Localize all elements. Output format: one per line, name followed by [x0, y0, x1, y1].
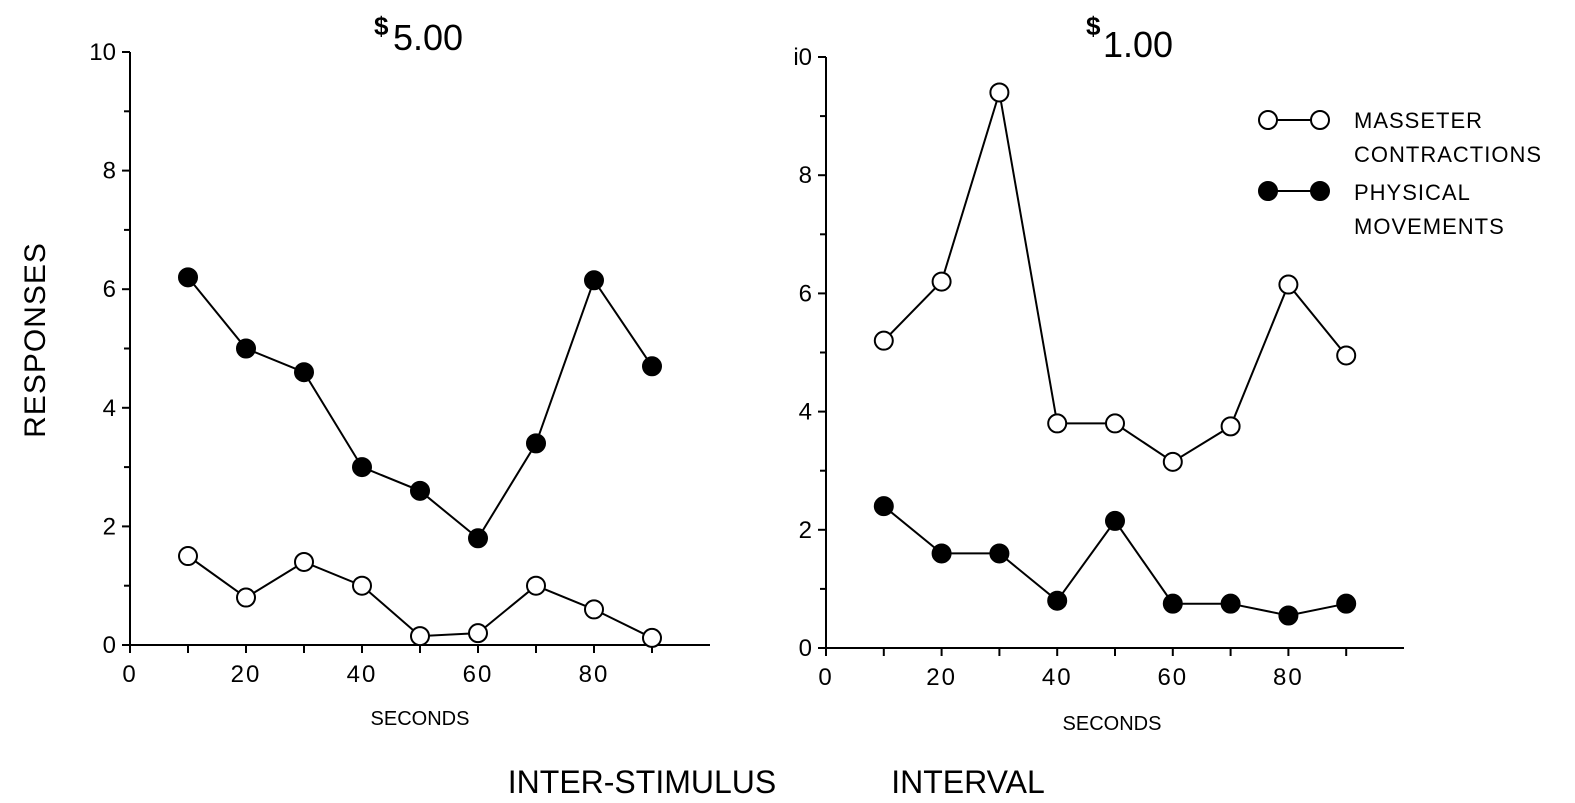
data-point-filled-circle	[1336, 593, 1357, 614]
legend-filled-circle-marker	[1310, 181, 1330, 201]
data-point-open-circle	[236, 587, 256, 608]
data-point-filled-circle	[410, 480, 430, 501]
panel-five-dollars: $ 5.00 RESPONSES SECONDS 0 2 4 6 8 10 0 20 40 60 8…	[19, 11, 710, 730]
x-tick-label: 20	[926, 664, 957, 691]
title-dollar-sign: $	[374, 11, 389, 41]
y-tick-label: 4	[799, 399, 812, 426]
data-point-open-circle	[178, 546, 198, 567]
y-tick-label: 0	[103, 632, 116, 659]
legend-item-masseter: MASSETER CONTRACTIONS	[1258, 108, 1542, 167]
data-point-open-circle	[526, 575, 546, 596]
legend-label-line: CONTRACTIONS	[1354, 142, 1542, 167]
data-point-filled-circle	[352, 457, 372, 478]
x-tick-label: 80	[1273, 664, 1304, 691]
x-tick-label: 80	[579, 661, 610, 688]
data-point-filled-circle	[1162, 593, 1183, 614]
y-tick-label: 8	[799, 162, 812, 189]
series-masseter-contractions	[873, 82, 1357, 472]
y-tick-label: 10	[89, 39, 116, 66]
data-point-open-circle	[1220, 416, 1241, 437]
legend-item-physical: PHYSICAL MOVEMENTS	[1258, 180, 1505, 239]
shared-x-label-part-1: INTER-STIMULUS	[508, 764, 776, 800]
series-physical-movements	[873, 496, 1357, 626]
legend-label-line: MOVEMENTS	[1354, 214, 1505, 239]
legend-open-circle-marker	[1258, 110, 1278, 130]
series-physical-movements	[178, 267, 662, 549]
data-point-filled-circle	[1047, 590, 1068, 611]
data-point-open-circle	[352, 575, 372, 596]
data-point-filled-circle	[1105, 510, 1125, 531]
data-point-open-circle	[1105, 413, 1125, 434]
data-point-filled-circle	[931, 543, 952, 564]
x-tick-label: 0	[122, 661, 137, 688]
y-tick-label: 8	[103, 158, 116, 185]
legend: MASSETER CONTRACTIONS PHYSICAL MOVEMENTS	[1258, 108, 1542, 239]
x-tick-label: 40	[1042, 664, 1073, 691]
legend-label-line: PHYSICAL	[1354, 180, 1471, 205]
data-point-filled-circle	[873, 496, 894, 517]
data-point-open-circle	[584, 599, 604, 620]
data-point-open-circle	[873, 330, 894, 351]
data-point-filled-circle	[526, 433, 546, 454]
data-point-filled-circle	[236, 338, 256, 359]
data-point-open-circle	[1162, 451, 1183, 472]
y-tick-label: 6	[103, 276, 116, 303]
y-tick-label: 0	[799, 635, 812, 662]
axes: 0 2 4 6 8 10 0 20 40 60 80	[89, 39, 710, 688]
data-point-filled-circle	[584, 270, 604, 291]
legend-open-circle-marker	[1310, 110, 1330, 130]
x-tick-label: 20	[231, 661, 262, 688]
data-point-filled-circle	[178, 267, 198, 288]
data-point-open-circle	[410, 626, 430, 647]
data-point-filled-circle	[1278, 605, 1299, 626]
legend-label-line: MASSETER	[1354, 108, 1483, 133]
data-point-open-circle	[1278, 274, 1299, 295]
data-point-open-circle	[468, 623, 488, 644]
title-amount: 1.00	[1103, 24, 1173, 65]
data-point-filled-circle	[294, 362, 314, 383]
panel-one-dollar: $ 1.00 SECONDS 0 2 4 6 8 i0 0 20 40 60 80	[793, 11, 1404, 735]
data-point-open-circle	[1336, 345, 1357, 366]
data-point-filled-circle	[468, 528, 488, 549]
y-tick-label: 2	[103, 513, 116, 540]
axes: 0 2 4 6 8 i0 0 20 40 60 80	[793, 44, 1404, 691]
y-tick-label: 6	[799, 280, 812, 307]
x-tick-label: 0	[818, 664, 833, 691]
panel-title: $ 1.00	[1086, 11, 1173, 65]
data-point-open-circle	[642, 627, 662, 648]
x-axis-label: SECONDS	[371, 708, 470, 730]
data-point-open-circle	[989, 82, 1010, 103]
y-tick-label: 4	[103, 395, 116, 422]
y-tick-label: 2	[799, 517, 812, 544]
data-point-filled-circle	[989, 543, 1010, 564]
x-tick-label: 60	[463, 661, 494, 688]
title-dollar-sign: $	[1086, 11, 1101, 41]
data-point-open-circle	[294, 551, 314, 572]
data-point-open-circle	[931, 271, 952, 292]
series-line	[883, 92, 1347, 463]
y-tick-label: i0	[793, 44, 812, 71]
series-line	[187, 555, 653, 639]
legend-filled-circle-marker	[1258, 181, 1278, 201]
series-masseter-contractions	[178, 546, 662, 648]
data-point-filled-circle	[1220, 593, 1241, 614]
x-tick-label: 40	[347, 661, 378, 688]
title-amount: 5.00	[393, 17, 463, 58]
panel-title: $ 5.00	[374, 11, 463, 58]
x-tick-label: 60	[1157, 664, 1188, 691]
shared-x-label-part-2: INTERVAL	[891, 764, 1045, 800]
data-point-open-circle	[1047, 413, 1068, 434]
data-point-filled-circle	[642, 356, 662, 377]
x-axis-label: SECONDS	[1063, 713, 1162, 735]
y-axis-label: RESPONSES	[19, 242, 52, 438]
